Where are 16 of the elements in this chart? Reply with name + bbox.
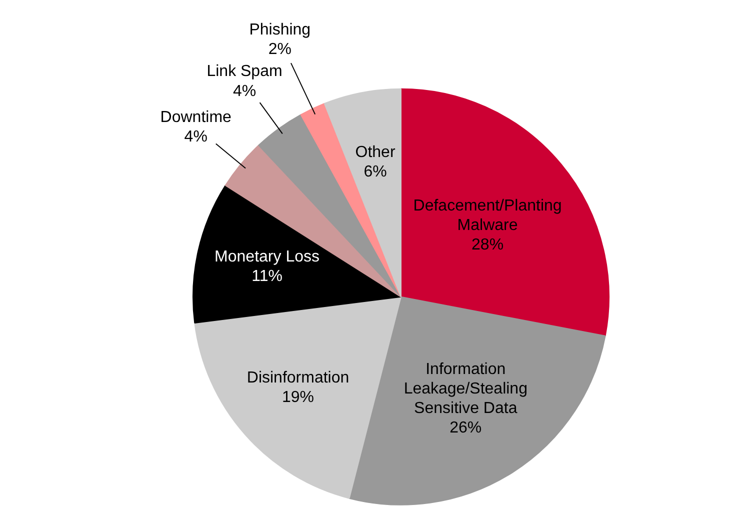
slice-label: Monetary Loss: [214, 248, 320, 266]
slice-label: Other: [355, 144, 396, 161]
data-label: 4%: [232, 82, 256, 100]
data-label: 28%: [472, 236, 504, 254]
slice-label: Link Spam: [206, 63, 282, 80]
data-label: 11%: [252, 268, 282, 286]
slice-label: Defacement/Planting Malware: [413, 197, 562, 234]
slice-label: Disinformation: [246, 369, 350, 386]
data-label: 19%: [282, 388, 314, 406]
data-label: 2%: [268, 40, 292, 58]
data-label: 6%: [364, 163, 387, 180]
data-label: 26%: [450, 420, 482, 437]
slice-label: Phishing: [249, 21, 311, 38]
data-label: 4%: [184, 128, 208, 146]
slice-label: Downtime: [160, 108, 232, 126]
slice-label: Information Leakage/Stealing Sensitive Data: [404, 360, 528, 418]
